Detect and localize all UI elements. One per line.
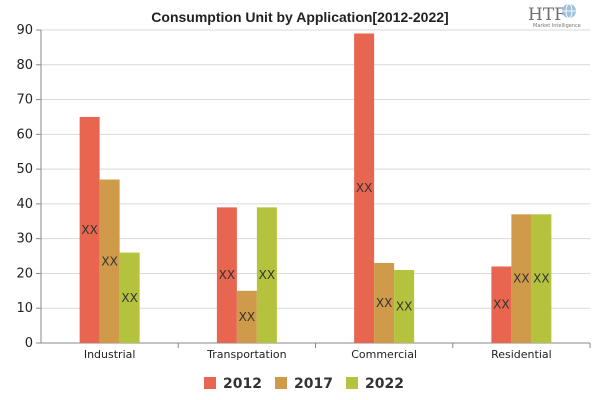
bar (119, 252, 140, 343)
bar (236, 290, 257, 343)
y-tick-label: 20 (16, 266, 33, 281)
data-label: XX (81, 223, 97, 237)
y-tick-label: 90 (16, 23, 33, 38)
legend: 2012 2017 2022 (204, 376, 404, 392)
bar (79, 116, 100, 343)
y-tick-label: 30 (16, 232, 33, 247)
y-tick-label: 60 (16, 127, 33, 142)
data-label: XX (376, 296, 392, 310)
logo-sub-text: Market Intelligence (533, 23, 581, 29)
bar (394, 269, 415, 343)
bars (79, 33, 552, 343)
y-tick-label: 40 (16, 197, 33, 212)
data-label: XX (493, 298, 509, 312)
bar (99, 179, 120, 343)
y-tick-label: 70 (16, 93, 33, 108)
bar (531, 214, 552, 343)
data-label: XX (259, 268, 275, 282)
legend-swatch (204, 377, 216, 389)
data-label: XX (219, 268, 235, 282)
data-label: XX (396, 299, 412, 313)
legend-label: 2012 (223, 376, 262, 392)
bar (491, 266, 512, 343)
x-category-label: Transportation (206, 348, 286, 361)
legend-label: 2017 (294, 376, 333, 392)
bar (374, 263, 395, 343)
y-tick-label: 0 (25, 336, 33, 351)
bar (256, 207, 277, 343)
x-category-label: Commercial (351, 348, 417, 361)
data-label: XX (533, 272, 549, 286)
bar (511, 214, 532, 343)
htf-logo: HTF Market Intelligence (528, 3, 581, 29)
y-tick-label: 80 (16, 58, 33, 73)
data-label: XX (239, 310, 255, 324)
legend-swatch (346, 377, 358, 389)
axes: 0 10 20 30 40 50 60 70 80 90 Industrial Transportat… (16, 23, 591, 361)
chart-title: Consumption Unit by Application[2012-202… (151, 9, 448, 25)
data-labels: XX XX XX XX XX XX XX XX XX XX XX XX (81, 181, 549, 324)
logo-main-text: HTF (528, 5, 566, 25)
x-category-label: Residential (491, 348, 552, 361)
data-label: XX (513, 272, 529, 286)
legend-label: 2022 (365, 376, 404, 392)
globe-icon (562, 3, 576, 19)
x-category-label: Industrial (84, 348, 136, 361)
data-label: XX (101, 254, 117, 268)
bar (354, 33, 375, 343)
bar (216, 207, 237, 343)
data-label: XX (356, 181, 372, 195)
legend-swatch (275, 377, 287, 389)
data-label: XX (121, 291, 137, 305)
y-tick-label: 10 (16, 301, 33, 316)
y-tick-label: 50 (16, 162, 33, 177)
